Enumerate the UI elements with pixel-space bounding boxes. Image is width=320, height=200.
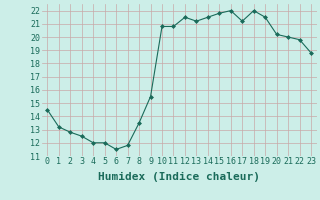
X-axis label: Humidex (Indice chaleur): Humidex (Indice chaleur) xyxy=(98,172,260,182)
